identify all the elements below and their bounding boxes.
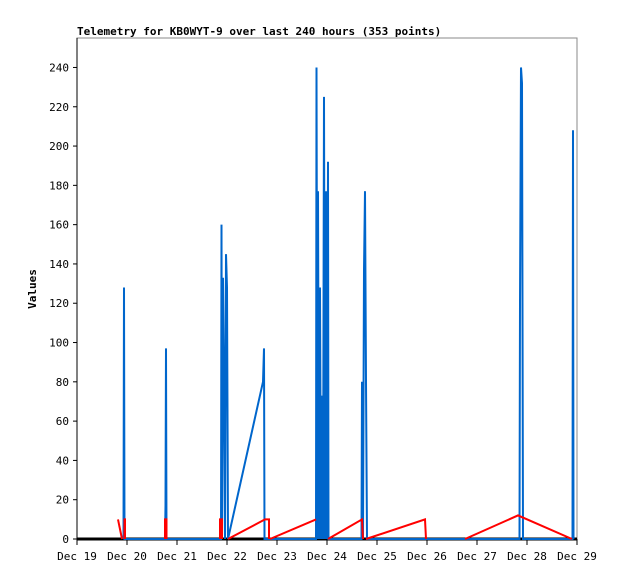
series-line-blue <box>122 67 575 540</box>
x-tick-label: Dec 20 <box>107 550 147 563</box>
series-line-red <box>164 518 168 539</box>
y-tick-label: 140 <box>49 258 69 271</box>
series-line-red <box>117 519 123 540</box>
x-tick-label: Dec 27 <box>457 550 497 563</box>
x-tick-label: Dec 29 <box>557 550 597 563</box>
y-tick-label: 160 <box>49 219 69 232</box>
y-tick-label: 120 <box>49 297 69 310</box>
x-tick-label: Dec 28 <box>507 550 547 563</box>
y-tick-label: 0 <box>62 533 69 546</box>
x-tick-label: Dec 22 <box>207 550 247 563</box>
x-tick-label: Dec 23 <box>257 550 297 563</box>
y-axis-label: Values <box>26 269 39 309</box>
x-tick-label: Dec 25 <box>357 550 397 563</box>
x-ticks: Dec 19 Dec 20 Dec 21 Dec 22 Dec 23 Dec 24 Dec … <box>57 539 597 563</box>
series-line-red <box>269 518 317 540</box>
x-tick-label: Dec 21 <box>157 550 197 563</box>
y-tick-label: 200 <box>49 140 69 153</box>
series-line-red <box>464 514 573 540</box>
x-tick-label: Dec 19 <box>57 550 97 563</box>
y-tick-label: 20 <box>56 494 69 507</box>
series-line-red <box>227 518 270 540</box>
x-tick-label: Dec 26 <box>407 550 447 563</box>
x-tick-label: Dec 24 <box>307 550 347 563</box>
series-group <box>77 67 577 541</box>
y-tick-label: 80 <box>56 376 69 389</box>
y-tick-label: 220 <box>49 101 69 114</box>
y-tick-label: 240 <box>49 61 69 74</box>
series-line-red <box>219 518 223 539</box>
series-line-red <box>365 518 427 540</box>
y-tick-label: 40 <box>56 454 69 467</box>
series-line-red <box>123 518 126 539</box>
chart-title: Telemetry for KB0WYT-9 over last 240 hou… <box>77 25 441 38</box>
y-tick-label: 60 <box>56 415 69 428</box>
y-tick-label: 180 <box>49 179 69 192</box>
y-tick-label: 100 <box>49 337 69 350</box>
y-ticks: 0 20 40 60 80 100 120 140 160 180 200 220 240 <box>49 61 77 546</box>
series-line-red <box>327 517 364 540</box>
